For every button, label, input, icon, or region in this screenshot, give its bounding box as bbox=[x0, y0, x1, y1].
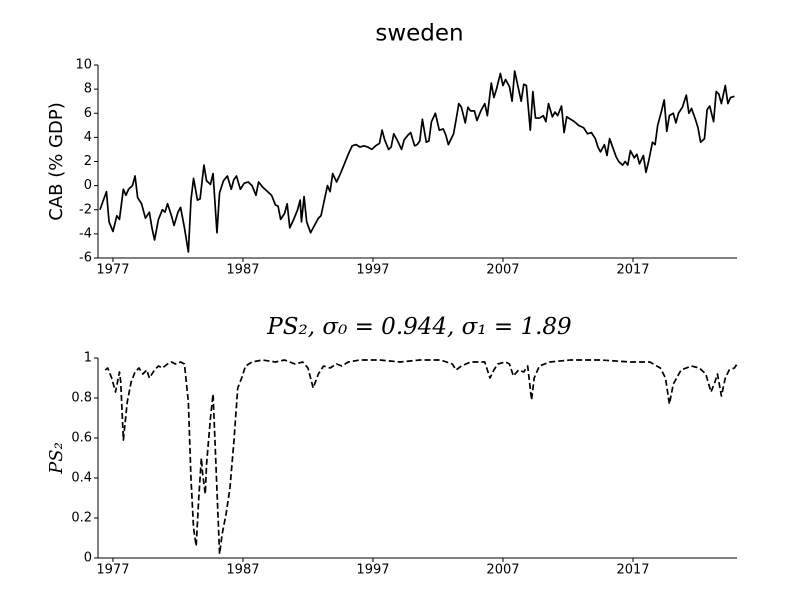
y-tick-label: 0 bbox=[84, 178, 92, 193]
x-tick-label: 1987 bbox=[226, 263, 259, 278]
x-tick-label: 1987 bbox=[226, 563, 259, 578]
chart-title: sweden bbox=[375, 21, 463, 47]
y-tick-label: 8 bbox=[84, 82, 92, 97]
y-tick-label: -2 bbox=[79, 202, 92, 217]
y-tick-label: -4 bbox=[79, 226, 92, 241]
x-tick-label: 1997 bbox=[356, 263, 389, 278]
x-tick-label: 1977 bbox=[96, 263, 129, 278]
y-tick-label: 6 bbox=[84, 106, 92, 121]
y-axis-label: CAB (% GDP) bbox=[46, 102, 67, 221]
y-tick-label: 0.8 bbox=[71, 391, 92, 406]
y-tick-label: 10 bbox=[75, 58, 92, 73]
x-tick-label: 2007 bbox=[486, 263, 519, 278]
y-tick-label: 0.2 bbox=[71, 511, 92, 526]
y-tick-label: -6 bbox=[79, 251, 92, 266]
y-tick-label: 2 bbox=[84, 154, 92, 169]
chart-title: PS₂, σ₀ = 0.944, σ₁ = 1.89 bbox=[266, 314, 571, 340]
x-tick-label: 2017 bbox=[616, 263, 649, 278]
x-tick-label: 2017 bbox=[616, 563, 649, 578]
y-tick-label: 4 bbox=[84, 130, 92, 145]
x-tick-label: 1997 bbox=[356, 563, 389, 578]
data-line bbox=[99, 70, 735, 253]
x-tick-label: 2007 bbox=[486, 563, 519, 578]
x-tick-label: 1977 bbox=[96, 563, 129, 578]
y-tick-label: 0.6 bbox=[71, 431, 92, 446]
y-tick-label: 0 bbox=[84, 551, 92, 566]
y-tick-label: 1 bbox=[84, 351, 92, 366]
y-tick-label: 0.4 bbox=[71, 471, 92, 486]
y-axis-label: PS₂ bbox=[46, 442, 67, 475]
data-line bbox=[104, 359, 738, 555]
